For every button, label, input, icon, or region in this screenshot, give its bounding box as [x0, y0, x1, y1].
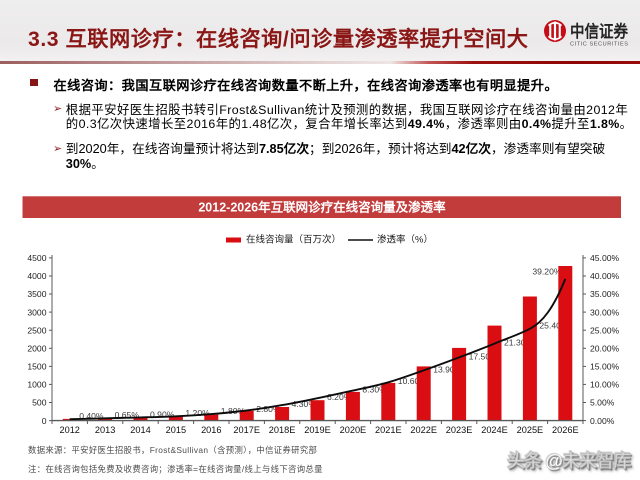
- svg-text:2020E: 2020E: [340, 425, 367, 435]
- svg-text:35.00%: 35.00%: [590, 289, 620, 299]
- svg-text:2024E: 2024E: [481, 425, 508, 435]
- svg-text:2012: 2012: [59, 425, 79, 435]
- svg-text:45.00%: 45.00%: [590, 253, 620, 263]
- svg-text:20.00%: 20.00%: [590, 344, 620, 354]
- svg-text:2018E: 2018E: [269, 425, 296, 435]
- svg-text:2019E: 2019E: [304, 425, 331, 435]
- svg-text:0.90%: 0.90%: [150, 409, 175, 419]
- svg-text:500: 500: [32, 398, 47, 408]
- svg-text:4500: 4500: [27, 253, 46, 263]
- svg-text:13.90%: 13.90%: [433, 364, 463, 374]
- svg-text:21.30%: 21.30%: [504, 338, 534, 348]
- svg-text:5.00%: 5.00%: [590, 398, 615, 408]
- svg-text:30.00%: 30.00%: [590, 307, 620, 317]
- svg-text:2015: 2015: [166, 425, 186, 435]
- svg-text:10.00%: 10.00%: [590, 380, 620, 390]
- svg-text:0: 0: [42, 416, 47, 426]
- svg-text:15.00%: 15.00%: [590, 362, 620, 372]
- svg-text:2000: 2000: [27, 344, 46, 354]
- svg-text:渗透率（%）: 渗透率（%）: [377, 234, 433, 246]
- svg-text:1500: 1500: [27, 362, 46, 372]
- svg-text:0.00%: 0.00%: [590, 416, 615, 426]
- svg-text:3000: 3000: [27, 307, 46, 317]
- svg-text:25.00%: 25.00%: [590, 325, 620, 335]
- svg-text:2014: 2014: [130, 425, 150, 435]
- svg-text:2025E: 2025E: [517, 425, 544, 435]
- svg-text:中信证券: 中信证券: [570, 21, 628, 41]
- svg-text:2012-2026年互联网诊疗在线咨询量及渗透率: 2012-2026年互联网诊疗在线咨询量及渗透率: [198, 200, 446, 215]
- svg-text:25.40%: 25.40%: [539, 321, 569, 331]
- svg-text:2500: 2500: [27, 325, 46, 335]
- svg-text:2013: 2013: [95, 425, 115, 435]
- svg-text:0.40%: 0.40%: [79, 411, 104, 421]
- svg-text:4.30%: 4.30%: [292, 399, 317, 409]
- svg-text:在线咨询量（百万次）: 在线咨询量（百万次）: [246, 234, 341, 246]
- svg-text:10.60%: 10.60%: [398, 376, 428, 386]
- svg-text:4000: 4000: [27, 271, 46, 281]
- svg-text:2023E: 2023E: [446, 425, 473, 435]
- svg-text:2022E: 2022E: [410, 425, 437, 435]
- svg-text:8.30%: 8.30%: [362, 385, 387, 395]
- svg-text:2021E: 2021E: [375, 425, 402, 435]
- svg-text:CITIC SECURITIES: CITIC SECURITIES: [570, 42, 628, 48]
- svg-text:2016: 2016: [201, 425, 221, 435]
- svg-text:6.20%: 6.20%: [327, 392, 352, 402]
- svg-text:0.65%: 0.65%: [115, 410, 140, 420]
- svg-text:1000: 1000: [27, 380, 46, 390]
- svg-text:2017E: 2017E: [233, 425, 260, 435]
- svg-text:2.80%: 2.80%: [256, 404, 281, 414]
- svg-text:3500: 3500: [27, 289, 46, 299]
- svg-text:17.50%: 17.50%: [469, 351, 499, 361]
- svg-text:40.00%: 40.00%: [590, 271, 620, 281]
- svg-text:1.20%: 1.20%: [185, 408, 210, 418]
- svg-text:2026E: 2026E: [552, 425, 579, 435]
- svg-text:39.20%: 39.20%: [532, 267, 562, 277]
